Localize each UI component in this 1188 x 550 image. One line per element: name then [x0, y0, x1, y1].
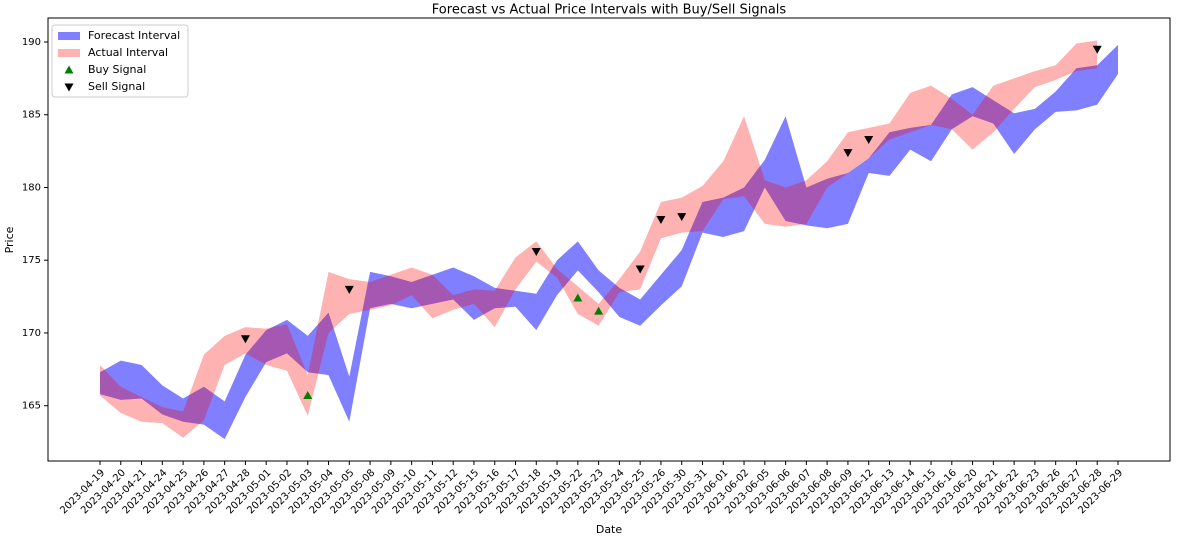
- legend-label: Actual Interval: [88, 46, 168, 59]
- plot-frame: [47, 17, 1171, 462]
- legend-label: Sell Signal: [88, 80, 145, 93]
- y-tick-label: 165: [22, 401, 41, 412]
- chart-title: Forecast vs Actual Price Intervals with …: [432, 3, 787, 18]
- legend-box: [51, 24, 189, 98]
- signal-marker: [594, 306, 604, 315]
- signal-marker: [635, 265, 645, 274]
- signal-marker: [677, 213, 687, 222]
- y-tick-label: 190: [22, 37, 41, 48]
- legend-swatch: [58, 32, 80, 40]
- signal-marker: [573, 293, 583, 302]
- y-tick-label: 170: [22, 328, 41, 339]
- legend-swatch: [58, 49, 80, 57]
- legend-marker: [64, 65, 74, 74]
- legend-label: Buy Signal: [88, 63, 146, 76]
- y-tick-label: 180: [22, 182, 41, 193]
- signal-marker: [344, 285, 354, 294]
- legend-marker: [64, 83, 74, 92]
- signal-marker: [864, 135, 874, 144]
- interval-band: [100, 40, 1098, 438]
- signal-marker: [240, 335, 250, 344]
- signal-marker: [656, 215, 666, 224]
- y-tick-label: 185: [22, 110, 41, 121]
- signal-marker: [843, 149, 853, 158]
- interval-band: [100, 44, 1118, 440]
- signal-marker: [531, 248, 541, 257]
- signal-marker: [1092, 45, 1102, 54]
- legend-label: Forecast Interval: [88, 29, 180, 42]
- signal-marker: [303, 391, 313, 400]
- y-axis-label: Price: [3, 226, 16, 253]
- x-axis-label: Date: [596, 523, 623, 536]
- y-tick-label: 175: [22, 255, 41, 266]
